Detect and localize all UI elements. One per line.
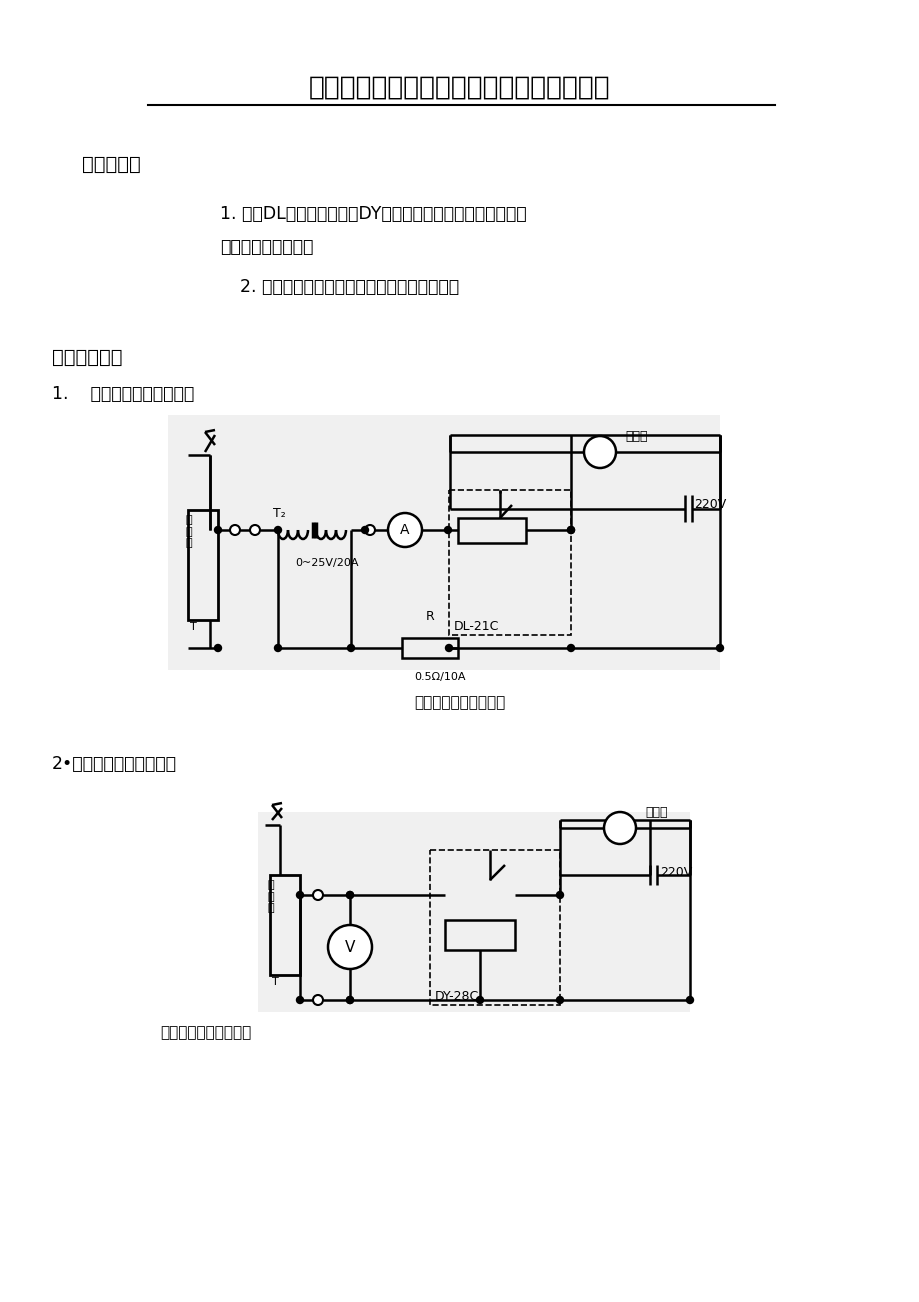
Circle shape xyxy=(346,892,353,898)
Circle shape xyxy=(312,995,323,1005)
Bar xyxy=(458,518,526,543)
Circle shape xyxy=(476,996,483,1004)
Text: 二、实验电路: 二、实验电路 xyxy=(52,348,122,367)
Text: 、实验目的: 、实验目的 xyxy=(82,155,141,174)
Circle shape xyxy=(361,526,369,534)
Bar xyxy=(429,850,560,1005)
Text: 220V: 220V xyxy=(693,499,725,512)
Text: 作原理、基本特性；: 作原理、基本特性； xyxy=(220,238,313,256)
Circle shape xyxy=(346,892,353,898)
Text: DY-28C: DY-28C xyxy=(435,990,479,1003)
Text: 0~25V/20A: 0~25V/20A xyxy=(295,559,358,568)
Text: R: R xyxy=(425,611,434,622)
Text: 调
压
器: 调 压 器 xyxy=(186,516,192,548)
Text: DL-21C: DL-21C xyxy=(453,620,499,633)
Bar xyxy=(187,510,218,620)
Circle shape xyxy=(365,525,375,535)
Text: 过流继电器实验接线图: 过流继电器实验接线图 xyxy=(414,695,505,710)
Circle shape xyxy=(214,644,221,651)
Circle shape xyxy=(347,644,354,651)
Text: 低压继电器实验接线图: 低压继电器实验接线图 xyxy=(160,1025,251,1040)
Text: 2. 学习动作电流、动作电压参数的整定方法。: 2. 学习动作电流、动作电压参数的整定方法。 xyxy=(240,279,459,296)
Text: T₂: T₂ xyxy=(273,506,286,519)
Circle shape xyxy=(556,996,562,1004)
Text: 实验一电磁型电流继电器和电压继电器实验: 实验一电磁型电流继电器和电压继电器实验 xyxy=(309,76,610,102)
Circle shape xyxy=(604,812,635,844)
Circle shape xyxy=(567,526,573,534)
Circle shape xyxy=(556,892,562,898)
Circle shape xyxy=(274,644,281,651)
Text: A: A xyxy=(400,523,409,536)
Bar xyxy=(402,638,458,658)
Circle shape xyxy=(230,525,240,535)
Bar xyxy=(269,875,300,975)
Circle shape xyxy=(312,891,323,900)
Circle shape xyxy=(567,644,573,651)
Text: 220V: 220V xyxy=(659,866,691,879)
Text: V: V xyxy=(345,940,355,954)
Circle shape xyxy=(346,996,353,1004)
Text: 光示牌: 光示牌 xyxy=(624,430,647,443)
Circle shape xyxy=(584,436,616,467)
Circle shape xyxy=(716,644,722,651)
Circle shape xyxy=(296,996,303,1004)
Circle shape xyxy=(346,996,353,1004)
Circle shape xyxy=(274,526,281,534)
Circle shape xyxy=(444,526,451,534)
Bar xyxy=(445,921,515,950)
Text: T: T xyxy=(190,622,197,631)
Bar xyxy=(168,415,720,671)
Text: 1.    过流继电器实验接线图: 1. 过流继电器实验接线图 xyxy=(52,385,194,404)
Circle shape xyxy=(445,644,452,651)
Circle shape xyxy=(388,513,422,547)
Circle shape xyxy=(296,892,303,898)
Circle shape xyxy=(567,526,573,534)
Circle shape xyxy=(686,996,693,1004)
Text: 0.5Ω/10A: 0.5Ω/10A xyxy=(414,672,465,682)
Text: 2•低压继电器实验接线图: 2•低压继电器实验接线图 xyxy=(52,755,176,773)
Text: 光示牌: 光示牌 xyxy=(644,806,667,819)
Circle shape xyxy=(214,526,221,534)
Text: 调
压
器: 调 压 器 xyxy=(267,880,275,913)
Circle shape xyxy=(250,525,260,535)
Bar xyxy=(448,490,571,635)
Text: T: T xyxy=(272,976,278,987)
Circle shape xyxy=(328,924,371,969)
Bar xyxy=(257,812,689,1012)
Text: 1. 熟悉DL型电流继电器和DY型电压继电器的的实际结构，工: 1. 熟悉DL型电流继电器和DY型电压继电器的的实际结构，工 xyxy=(220,204,526,223)
